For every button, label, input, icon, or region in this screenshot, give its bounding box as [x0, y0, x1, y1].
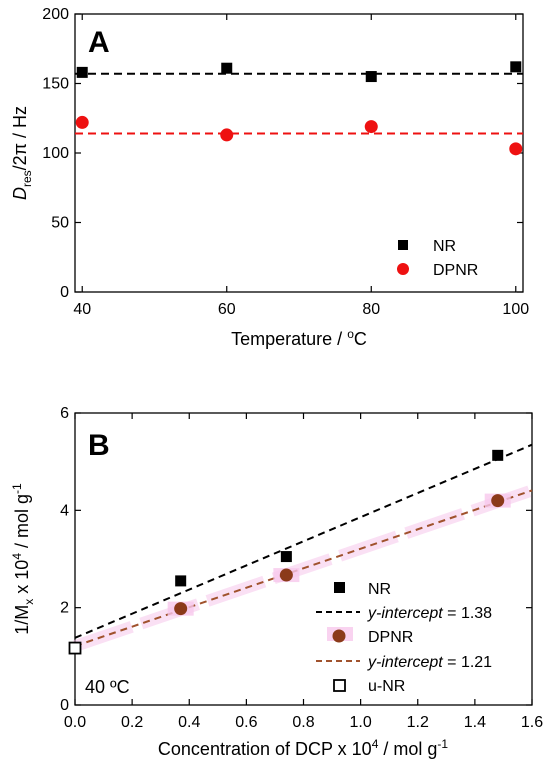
y-tick-label: 2: [60, 600, 69, 617]
x-tick-label: 60: [218, 301, 236, 318]
legend-u-nr-label: u-NR: [368, 678, 405, 695]
y-tick-label: 0: [60, 284, 69, 301]
panel-b-legend: NR y-intercept = 1.38 DPNR y-intercept =…: [316, 581, 492, 695]
panel-b-x-ticks: 0.0 0.2 0.4 0.6 0.8 1.0 1.2 1.4 1.6: [64, 413, 543, 731]
x-tick-label: 40: [73, 301, 91, 318]
y-tick-label: 0: [60, 697, 69, 714]
fit-line-dpnr: [74, 489, 533, 648]
legend-nr-fit-label: y-intercept = 1.38: [367, 605, 492, 622]
data-point-u-nr: [68, 641, 82, 655]
x-tick-label: 1.2: [407, 714, 429, 731]
x-tick-label: 0.6: [235, 714, 257, 731]
panel-b-markers: [68, 449, 511, 655]
legend-dpnr-label: DPNR: [368, 629, 413, 646]
data-point-nr: [492, 449, 504, 461]
panel-a-y-ticks: 0 50 100 150 200: [42, 6, 523, 301]
x-tick-label: 1.0: [350, 714, 372, 731]
legend-dpnr-circle-marker: [332, 629, 346, 643]
data-point-nr: [510, 61, 522, 73]
y-tick-label: 6: [60, 405, 69, 422]
data-point-nr: [221, 62, 233, 74]
x-tick-label: 1.4: [464, 714, 486, 731]
panel-b-temperature-annotation: 40 ºC: [85, 677, 130, 697]
y-tick-label: 4: [60, 502, 69, 519]
x-tick-label: 80: [362, 301, 380, 318]
panel-a-markers: [75, 61, 523, 156]
y-tick-label: 100: [42, 145, 69, 162]
data-point-dpnr: [279, 568, 293, 582]
panel-b-x-axis-label: Concentration of DCP x 104 / mol g-1: [158, 737, 449, 759]
data-point-dpnr: [509, 142, 523, 156]
panel-b-y-axis-label: 1/Mx x 104 / mol g-1: [10, 483, 36, 635]
data-point-nr: [280, 551, 292, 563]
legend-nr-square-marker: [334, 582, 345, 593]
panel-a-x-axis-label: Temperature / oC: [231, 327, 367, 349]
data-point-dpnr: [174, 602, 188, 616]
x-tick-label: 100: [502, 301, 529, 318]
legend-dpnr-circle-marker: [397, 263, 409, 275]
panel-b-y-ticks: 0 2 4 6: [60, 405, 532, 714]
legend-dpnr-label: DPNR: [433, 262, 478, 279]
legend-nr-label: NR: [433, 238, 456, 255]
panel-a-label: A: [88, 26, 110, 59]
y-tick-label: 200: [42, 6, 69, 23]
x-tick-label: 0.8: [292, 714, 314, 731]
data-point-nr: [365, 71, 377, 83]
panel-b-fit-lines: [73, 443, 534, 652]
y-tick-label: 50: [51, 215, 69, 232]
x-tick-label: 1.6: [521, 714, 543, 731]
data-point-dpnr: [364, 120, 378, 134]
legend-nr-label: NR: [368, 581, 391, 598]
data-point-nr: [76, 66, 88, 78]
legend-dpnr-fit-label: y-intercept = 1.21: [367, 654, 492, 671]
x-tick-label: 0.0: [64, 714, 86, 731]
panel-a-fit-lines: [75, 72, 523, 135]
x-tick-label: 0.4: [178, 714, 200, 731]
panel-b: 0 2 4 6 0.0 0.2 0.4 0.6 0.8 1.0 1.2 1.4 1.6 B 40 ºC…: [10, 405, 543, 759]
legend-u-nr-open-square-marker: [333, 679, 346, 692]
panel-a-y-axis-label: Dres/2π / Hz: [10, 106, 34, 200]
legend-nr-square-marker: [398, 240, 408, 250]
x-tick-label: 0.2: [121, 714, 143, 731]
panel-a-legend: NR DPNR: [397, 238, 478, 279]
panel-b-label: B: [88, 429, 110, 462]
panel-a: 0 50 100 150 200 40 60 80 100 A NR DPNR Tempera…: [10, 6, 529, 349]
data-point-dpnr: [220, 128, 234, 142]
fit-line-nr: [74, 443, 533, 639]
data-point-nr: [175, 575, 187, 587]
data-point-dpnr: [491, 494, 505, 508]
panel-a-x-ticks: 40 60 80 100: [73, 14, 529, 318]
data-point-dpnr: [75, 115, 89, 129]
y-tick-label: 150: [42, 76, 69, 93]
